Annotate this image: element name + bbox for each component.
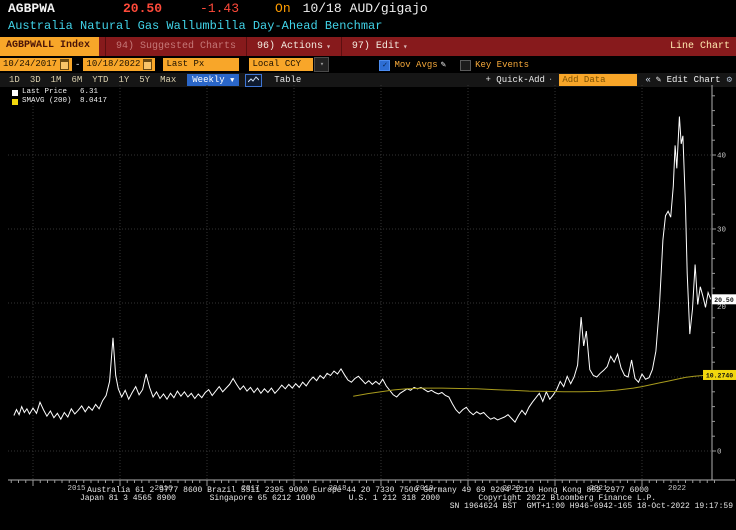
range-6m[interactable]: 6M: [71, 75, 83, 85]
price-unit: AUD/gigajo: [349, 1, 428, 16]
actions-menu[interactable]: 96) Actions ▾: [246, 37, 341, 56]
range-1d[interactable]: 1D: [9, 75, 20, 85]
svg-text:20: 20: [717, 304, 727, 312]
svg-text:30: 30: [717, 227, 727, 235]
security-header: AGBPWA 20.50 -1.43 On 10/18 AUD/gigajo: [8, 1, 428, 18]
ticker-symbol: AGBPWA: [8, 1, 55, 16]
footer-session-info: SN 1964624 BST GMT+1:00 H946-6942-165 18…: [449, 502, 733, 511]
quick-add-caret[interactable]: ·: [547, 75, 554, 85]
footer-contacts-line1: Australia 61 2 9777 8600 Brazil 5511 239…: [87, 486, 649, 495]
quick-add-button[interactable]: + Quick-Add: [485, 75, 545, 85]
command-bar: AGBPWALL Index 94) Suggested Charts 96) …: [0, 37, 736, 56]
security-tab[interactable]: AGBPWALL Index: [0, 37, 100, 56]
key-events-checkbox[interactable]: [460, 60, 472, 71]
svg-text:10.2740: 10.2740: [706, 372, 733, 379]
smavg-swatch: [12, 98, 18, 105]
range-5y[interactable]: 5Y: [139, 75, 151, 85]
price-type-field[interactable]: Last Px: [163, 58, 240, 71]
on-label: On: [275, 1, 291, 16]
chart-style-button[interactable]: [245, 73, 263, 87]
line-chart-icon: [248, 76, 260, 83]
chart-type-label: Line Chart: [669, 41, 730, 52]
pencil-icon[interactable]: ✎: [440, 59, 447, 70]
range-ytd[interactable]: YTD: [92, 75, 109, 85]
chevron-down-icon: ▾: [326, 42, 331, 52]
date-range-separator: -: [75, 59, 81, 70]
range-max[interactable]: Max: [160, 75, 177, 85]
axis-tick-labels: 0 20 30 40 2015 2016 2017 2018 2019 2020 2021 2022: [67, 153, 726, 494]
legend-last-price[interactable]: Last Price 6.31: [12, 88, 107, 97]
last-price-line: [13, 116, 712, 423]
smavg-badge: 10.2740: [703, 369, 736, 380]
key-events-toggle[interactable]: Key Events: [460, 59, 530, 71]
table-button[interactable]: Table: [274, 75, 302, 85]
collapse-panel-icon[interactable]: «: [645, 75, 651, 85]
calendar-icon[interactable]: [143, 59, 153, 70]
calendar-icon[interactable]: [60, 59, 70, 70]
edit-menu[interactable]: 97) Edit ▾: [340, 37, 418, 56]
range-1y[interactable]: 1Y: [118, 75, 130, 85]
svg-text:2019: 2019: [415, 485, 433, 493]
svg-text:0: 0: [717, 449, 722, 457]
currency-dropdown-button[interactable]: ▾: [314, 57, 330, 72]
svg-text:2021: 2021: [589, 485, 608, 493]
suggested-charts-menu[interactable]: 94) Suggested Charts: [105, 37, 246, 56]
price-date: 10/18: [302, 1, 342, 16]
range-1m[interactable]: 1M: [50, 75, 62, 85]
chevron-down-icon: ▾: [402, 42, 408, 52]
mov-avgs-checkbox[interactable]: ✓: [379, 60, 391, 71]
edit-chart-button[interactable]: ✎ Edit Chart: [655, 75, 721, 85]
svg-text:20.50: 20.50: [714, 297, 734, 304]
chart-axes: [8, 85, 735, 486]
gear-icon[interactable]: ⚙: [726, 75, 732, 85]
date-to-field[interactable]: 10/18/2022: [83, 58, 156, 71]
svg-text:2017: 2017: [241, 485, 259, 493]
svg-text:2016: 2016: [154, 485, 173, 493]
last-price-swatch: [12, 89, 18, 96]
period-bar: 1D 3D 1M 6M YTD 1Y 5Y Max Weekly ▼ Table…: [0, 73, 736, 88]
security-description: Australia Natural Gas Wallumbilla Day-Ah…: [8, 19, 383, 33]
currency-field[interactable]: Local CCY: [249, 58, 314, 71]
footer-contacts-line2: Japan 81 3 4565 8900 Singapore 65 6212 1…: [79, 494, 657, 503]
add-data-input[interactable]: [559, 74, 638, 86]
legend-smavg[interactable]: SMAVG (200) 8.0417: [12, 97, 107, 106]
mov-avgs-toggle[interactable]: ✓ Mov Avgs ✎: [343, 59, 447, 71]
smavg-line: [353, 374, 711, 397]
svg-text:2015: 2015: [67, 485, 86, 493]
mov-avgs-label: Mov Avgs: [394, 59, 438, 70]
key-events-label: Key Events: [475, 59, 530, 70]
chart-toolbar: 10/24/2017 - 10/18/2022 Last Px Local CC…: [0, 56, 736, 73]
range-3d[interactable]: 3D: [29, 75, 41, 85]
chart-legend: Last Price 6.31 SMAVG (200) 8.0417: [12, 88, 107, 106]
chevron-down-icon: ▼: [230, 77, 235, 85]
pencil-icon: ✎: [655, 75, 662, 85]
svg-text:2020: 2020: [502, 485, 521, 493]
date-from-field[interactable]: 10/24/2017: [0, 58, 73, 71]
svg-text:40: 40: [717, 153, 727, 161]
price-change: -1.43: [200, 1, 240, 16]
last-price: 20.50: [123, 1, 163, 16]
svg-text:2022: 2022: [668, 485, 686, 493]
frequency-dropdown[interactable]: Weekly ▼: [187, 74, 240, 86]
chart-gridlines: [8, 85, 712, 480]
last-price-badge: 20.50: [712, 294, 736, 305]
svg-text:2018: 2018: [328, 485, 346, 493]
